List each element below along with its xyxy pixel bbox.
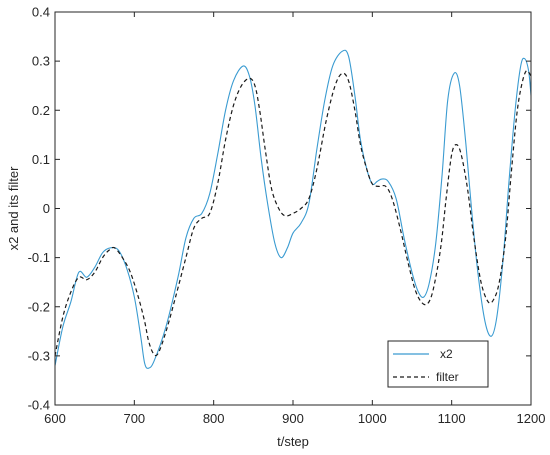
series-layer (54, 49, 532, 369)
legend-x2-label: x2 (440, 347, 453, 361)
x-tick-label: 600 (44, 411, 66, 426)
x-tick-label: 900 (282, 411, 304, 426)
x-tick-label: 1000 (358, 411, 387, 426)
ticks-layer: 600 700 800 900 1000 1100 1200 -0.4 -0.3 -0.2 -0.1… (28, 5, 546, 427)
y-tick-label: -0.4 (28, 398, 50, 413)
x-tick-label: 1100 (438, 411, 466, 426)
legend-filter-label: filter (436, 370, 459, 384)
legend: x2 filter (387, 340, 489, 388)
y-tick-label: 0.2 (32, 103, 50, 118)
x-tick-label: 800 (203, 411, 225, 426)
x-tick-label: 1200 (517, 411, 546, 426)
series-line-x2 (54, 49, 532, 369)
y-tick-label: 0.4 (32, 5, 50, 20)
y-tick-label: -0.2 (28, 299, 50, 314)
y-tick-label: -0.1 (28, 250, 50, 265)
y-tick-label: 0.3 (32, 54, 50, 69)
y-tick-label: 0 (43, 201, 50, 216)
y-tick-label: 0.1 (32, 152, 50, 167)
y-axis-label: x2 and its filter (6, 166, 21, 250)
series-line-filter (54, 70, 532, 357)
x-axis-label: t/step (277, 434, 309, 449)
legend-box (387, 340, 489, 388)
y-tick-label: -0.3 (28, 348, 50, 363)
x-tick-label: 700 (123, 411, 145, 426)
